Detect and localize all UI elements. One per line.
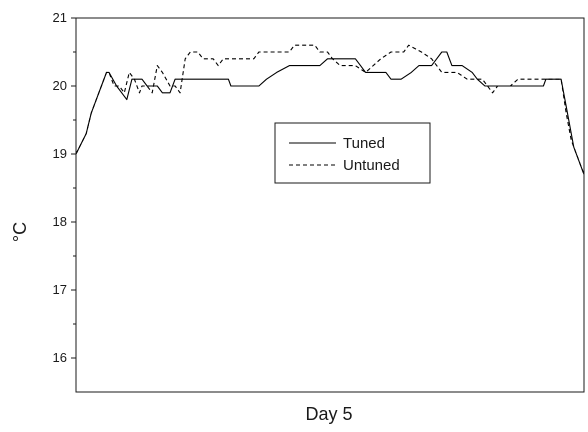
y-tick-label: 16 xyxy=(53,350,67,365)
legend-label-untuned: Untuned xyxy=(343,157,400,174)
x-axis-title: Day 5 xyxy=(305,404,352,424)
plot-group xyxy=(75,44,585,175)
legend: Tuned Untuned xyxy=(274,122,431,184)
plot-frame xyxy=(75,17,585,393)
legend-label-tuned: Tuned xyxy=(343,135,385,152)
y-tick-label: 19 xyxy=(53,146,67,161)
y-tick-label: 17 xyxy=(53,282,67,297)
y-tick-label: 18 xyxy=(53,214,67,229)
series-line-tuned xyxy=(75,51,585,175)
axis-group: 16 17 18 19 20 21 xyxy=(53,10,585,393)
legend-box xyxy=(274,122,431,184)
y-axis-title: °C xyxy=(10,222,30,242)
series-line-untuned xyxy=(75,44,585,175)
y-tick-label: 21 xyxy=(53,10,67,25)
y-tick-label: 20 xyxy=(53,78,67,93)
